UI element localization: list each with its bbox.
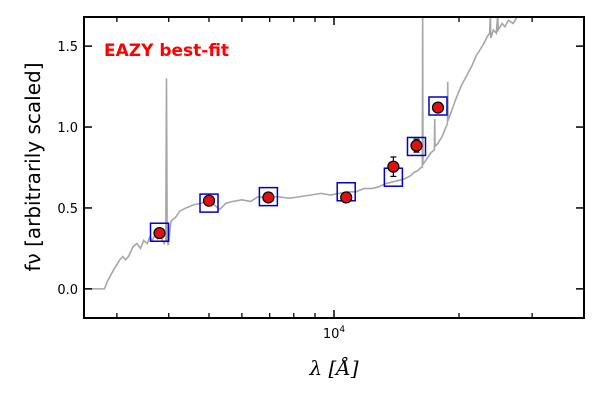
observed-flux-point	[387, 160, 400, 173]
y-tick-label: 1.0	[57, 121, 78, 136]
annotation-text: EAZY best-fit	[104, 41, 229, 61]
y-tick-label: 1.5	[57, 40, 78, 55]
y-tick-label: 0.5	[57, 202, 78, 217]
template-flux-box	[199, 193, 219, 213]
observed-flux-point	[340, 191, 353, 204]
template-flux-box	[406, 136, 427, 157]
y-axis-label: fν [arbitrarily scaled]	[21, 63, 45, 272]
x-axis-label: λ [Å]	[308, 355, 358, 380]
observed-flux-point	[262, 191, 275, 204]
template-flux-box	[428, 96, 448, 116]
template-flux-box	[149, 222, 170, 242]
plot-frame	[83, 16, 585, 319]
x-tick-label: 104	[323, 325, 346, 342]
observed-flux-point	[410, 139, 423, 152]
observed-flux-point	[153, 226, 166, 240]
observed-flux-point	[202, 194, 216, 207]
y-tick-label: 0.0	[57, 283, 78, 298]
template-flux-box	[258, 186, 279, 207]
observed-flux-point	[431, 101, 445, 114]
